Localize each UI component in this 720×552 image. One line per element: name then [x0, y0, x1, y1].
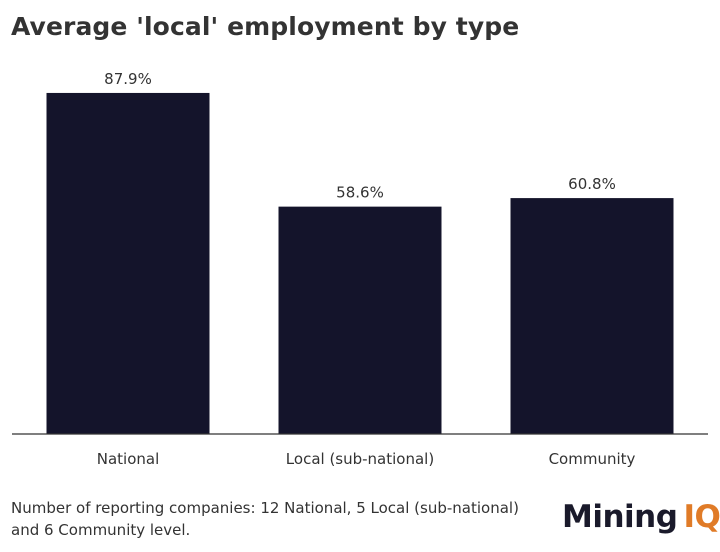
mining-iq-logo: Mining IQ [562, 499, 720, 535]
data-label-2: 58.6% [336, 184, 384, 202]
bar-2 [278, 206, 442, 434]
bar-chart: 87.9% 58.6% 60.8% National Local (sub-natio… [12, 70, 708, 468]
x-tick-labels-group: National Local (sub-national) Community [97, 450, 636, 468]
x-tick-label-2: Local (sub-national) [286, 450, 434, 468]
bars-group [46, 92, 674, 434]
logo-word-iq: IQ [683, 499, 720, 535]
bar-3 [510, 198, 674, 434]
data-label-1: 87.9% [104, 70, 152, 88]
logo-word-mining: Mining [562, 499, 678, 535]
x-tick-label-1: National [97, 450, 160, 468]
chart-title: Average 'local' employment by type [11, 12, 520, 41]
footnote: Number of reporting companies: 12 Nation… [11, 499, 519, 539]
bar-1 [46, 92, 210, 434]
x-tick-label-3: Community [549, 450, 636, 468]
data-label-3: 60.8% [568, 175, 616, 193]
data-labels-group: 87.9% 58.6% 60.8% [104, 70, 616, 202]
